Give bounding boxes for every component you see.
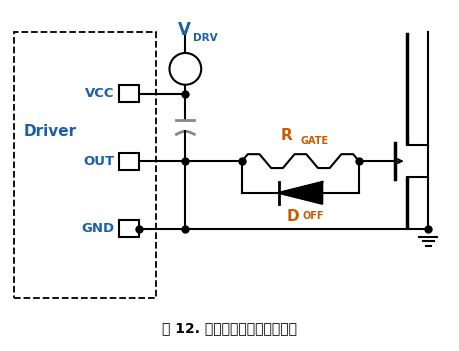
Text: DRV: DRV [193, 33, 218, 43]
Bar [14, 32, 156, 298]
Text: 图 12. 简单的关断速度增强电路: 图 12. 简单的关断速度增强电路 [162, 321, 297, 335]
Polygon shape [279, 182, 322, 204]
Text: R: R [280, 128, 292, 143]
Text: GND: GND [82, 222, 115, 235]
Text: V: V [178, 21, 191, 39]
Bar [119, 153, 139, 170]
Bar [119, 220, 139, 237]
Circle shape [169, 53, 201, 85]
Text: OFF: OFF [302, 211, 324, 221]
Text: VCC: VCC [85, 87, 115, 100]
Text: GATE: GATE [301, 136, 329, 146]
Text: D: D [286, 209, 299, 224]
Text: Driver: Driver [24, 124, 77, 139]
Text: OUT: OUT [84, 154, 115, 168]
Bar [119, 85, 139, 102]
